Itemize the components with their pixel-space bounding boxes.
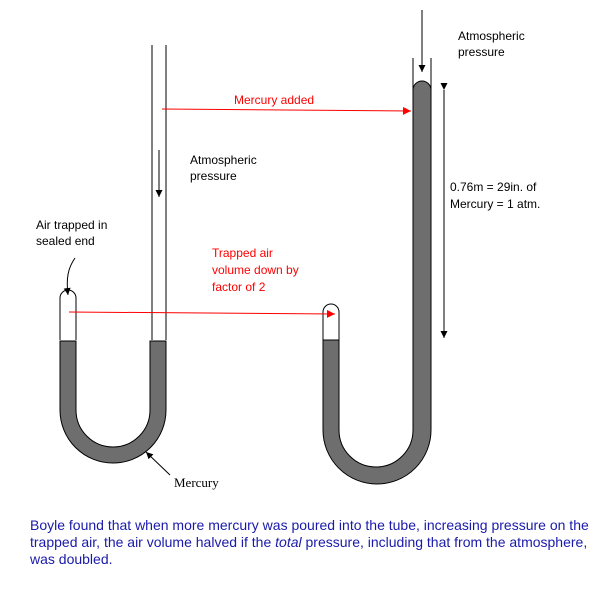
left-tube-mercury [59, 340, 167, 464]
diagram-canvas: Atmospheric pressure Mercury added Atmos… [36, 10, 540, 490]
caption-before: Boyle found that when more mercury was p… [30, 517, 589, 550]
right-tube [322, 10, 448, 485]
atmospheric-pressure-left-label: Atmospheric pressure [190, 153, 260, 183]
caption-after: pressure, including that from the atmosp… [30, 534, 588, 567]
air-trapped-pointer [63, 257, 76, 296]
mercury-added-arrow [161, 106, 412, 115]
mercury-added-label: Mercury added [234, 93, 314, 107]
caption-emphasis: total [275, 534, 302, 550]
left-tube-open-arm-wall [151, 45, 167, 340]
right-tube-sealed-arm-wall [322, 312, 340, 340]
caption: Boyle found that when more mercury was p… [30, 517, 590, 568]
atmospheric-pressure-right-label: Atmospheric pressure [458, 29, 528, 59]
mercury-pointer [145, 451, 171, 476]
right-tube-open-arm-wall [412, 58, 432, 90]
mercury-label: Mercury [174, 475, 219, 490]
left-tube-sealed-arm-wall [59, 298, 77, 340]
left-tube [59, 45, 171, 476]
trapped-air-arrow [68, 309, 336, 318]
mercury-column-label: 0.76m = 29in. of Mercury = 1 atm. [450, 180, 540, 211]
right-tube-sealed-end [322, 303, 340, 313]
right-tube-mercury [322, 80, 432, 485]
trapped-air-volume-label: Trapped air volume down by factor of 2 [212, 246, 302, 294]
air-trapped-label: Air trapped in sealed end [36, 218, 111, 248]
